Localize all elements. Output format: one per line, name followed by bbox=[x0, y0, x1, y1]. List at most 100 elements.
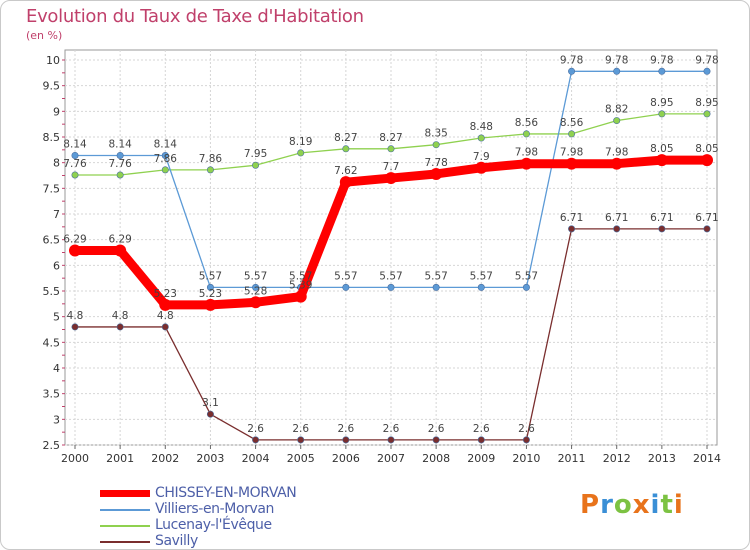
y-tick-label: 7.5 bbox=[43, 182, 61, 195]
data-point bbox=[477, 283, 485, 291]
data-label: 6.71 bbox=[650, 212, 673, 224]
data-label: 6.71 bbox=[695, 212, 718, 224]
data-label: 4.8 bbox=[157, 310, 174, 322]
data-point bbox=[252, 436, 260, 444]
data-point bbox=[161, 151, 169, 159]
data-label: 7.62 bbox=[334, 165, 357, 177]
data-point bbox=[297, 436, 305, 444]
x-tick-label: 2012 bbox=[603, 452, 631, 465]
data-point bbox=[116, 323, 124, 331]
data-point bbox=[568, 130, 576, 138]
data-point bbox=[477, 436, 485, 444]
data-label: 8.48 bbox=[470, 121, 493, 133]
data-label: 2.6 bbox=[338, 423, 355, 435]
x-tick-label: 2003 bbox=[196, 452, 224, 465]
data-point bbox=[568, 67, 576, 75]
data-label: 9.78 bbox=[605, 54, 628, 66]
data-label: 7.95 bbox=[244, 148, 267, 160]
data-point bbox=[71, 171, 79, 179]
data-point bbox=[432, 283, 440, 291]
y-tick-label: 7 bbox=[53, 208, 60, 221]
data-label: 8.95 bbox=[695, 97, 718, 109]
data-point bbox=[342, 436, 350, 444]
legend-label: Savilly bbox=[155, 533, 198, 549]
data-label: 9.78 bbox=[695, 54, 718, 66]
data-label: 7.98 bbox=[515, 147, 538, 159]
data-point bbox=[655, 154, 668, 167]
data-label: 9.78 bbox=[650, 54, 673, 66]
brand-logo[interactable]: Proxiti bbox=[580, 490, 684, 520]
data-point bbox=[568, 225, 576, 233]
data-point bbox=[161, 166, 169, 174]
logo-letter: o bbox=[613, 490, 633, 520]
legend-label: Villiers-en-Morvan bbox=[155, 501, 275, 517]
data-point bbox=[703, 225, 711, 233]
y-tick-label: 9 bbox=[53, 105, 60, 118]
data-point bbox=[522, 436, 530, 444]
data-label: 8.14 bbox=[154, 138, 178, 150]
data-label: 5.39 bbox=[289, 280, 312, 292]
data-label: 5.57 bbox=[244, 270, 267, 282]
data-label: 8.19 bbox=[289, 136, 312, 148]
data-label: 5.23 bbox=[154, 288, 177, 300]
data-point bbox=[116, 151, 124, 159]
data-label: 5.57 bbox=[199, 270, 222, 282]
x-tick-label: 2007 bbox=[377, 452, 405, 465]
data-label: 6.71 bbox=[605, 212, 628, 224]
x-tick-label: 2000 bbox=[61, 452, 89, 465]
chart-subtitle: (en %) bbox=[26, 29, 63, 42]
data-point bbox=[703, 110, 711, 118]
data-label: 5.57 bbox=[289, 270, 312, 282]
data-label: 7.98 bbox=[605, 147, 628, 159]
data-label: 8.05 bbox=[650, 143, 673, 155]
data-label: 8.56 bbox=[515, 117, 539, 129]
legend-label: CHISSEY-EN-MORVAN bbox=[155, 485, 297, 501]
logo-letter: i bbox=[673, 490, 684, 520]
x-tick-label: 2009 bbox=[467, 452, 495, 465]
data-point bbox=[387, 283, 395, 291]
data-point bbox=[658, 110, 666, 118]
data-label: 8.14 bbox=[108, 138, 132, 150]
data-point bbox=[342, 283, 350, 291]
data-point bbox=[297, 149, 305, 157]
legend-swatch bbox=[100, 525, 150, 527]
x-tick-label: 2006 bbox=[332, 452, 360, 465]
data-label: 8.82 bbox=[605, 104, 628, 116]
legend-swatch bbox=[100, 490, 150, 497]
data-point bbox=[204, 298, 217, 311]
y-tick-label: 3 bbox=[53, 413, 60, 426]
x-tick-label: 2005 bbox=[287, 452, 315, 465]
x-tick-label: 2002 bbox=[151, 452, 179, 465]
y-tick-label: 8.5 bbox=[43, 131, 61, 144]
data-label: 7.78 bbox=[424, 157, 447, 169]
logo-letter: P bbox=[580, 490, 601, 520]
data-label: 4.8 bbox=[112, 310, 129, 322]
logo-letter: r bbox=[600, 490, 614, 520]
data-point bbox=[206, 283, 214, 291]
data-point bbox=[294, 290, 307, 303]
y-tick-label: 10 bbox=[46, 54, 60, 67]
data-label: 2.6 bbox=[473, 423, 490, 435]
data-point bbox=[565, 157, 578, 170]
x-tick-label: 2008 bbox=[422, 452, 450, 465]
x-tick-label: 2011 bbox=[558, 452, 586, 465]
x-tick-label: 2004 bbox=[242, 452, 270, 465]
logo-letter: i bbox=[650, 490, 661, 520]
data-point bbox=[522, 130, 530, 138]
x-tick-label: 2001 bbox=[106, 452, 134, 465]
y-tick-label: 6.5 bbox=[43, 234, 61, 247]
data-point bbox=[161, 323, 169, 331]
data-label: 5.23 bbox=[199, 288, 222, 300]
legend-label: Lucenay-l'Évêque bbox=[155, 517, 272, 533]
data-label: 2.6 bbox=[383, 423, 400, 435]
data-point bbox=[703, 67, 711, 75]
data-point bbox=[342, 145, 350, 153]
data-point bbox=[69, 244, 81, 257]
data-point bbox=[610, 157, 623, 170]
data-point bbox=[658, 67, 666, 75]
y-tick-label: 5.5 bbox=[43, 285, 61, 298]
data-label: 6.29 bbox=[63, 233, 86, 245]
data-point bbox=[613, 67, 621, 75]
data-point bbox=[116, 171, 124, 179]
